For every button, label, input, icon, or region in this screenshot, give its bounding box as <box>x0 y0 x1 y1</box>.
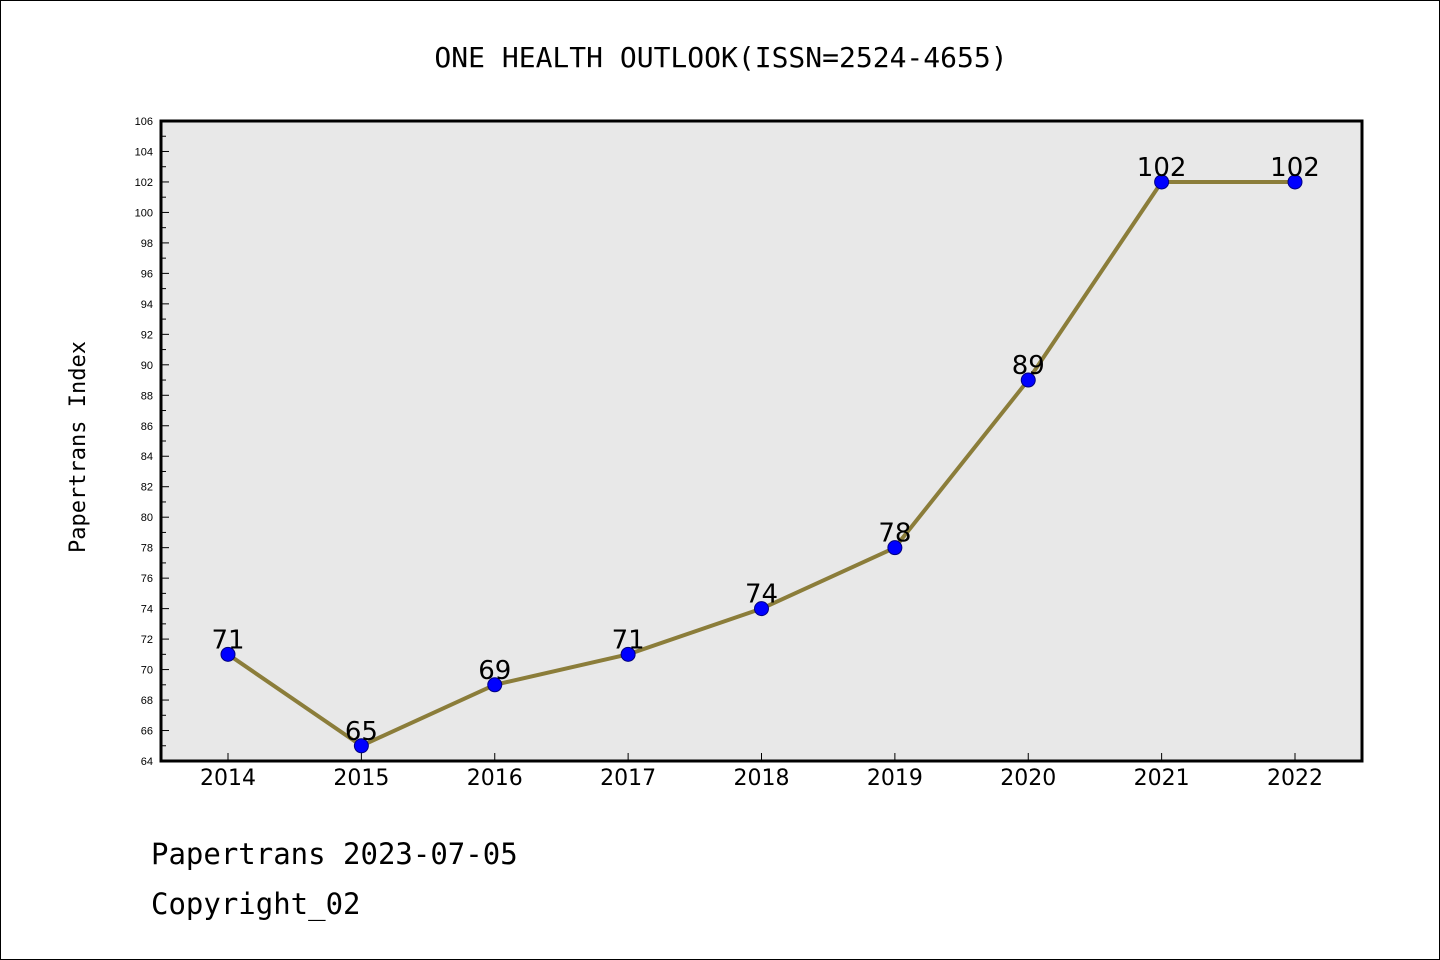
y-axis-ticks: 64 66 68 70 72 74 76 78 80 82 84 86 88 90 92 94 96 98 100 1… <box>135 116 169 768</box>
y-tick-label: 76 <box>141 573 153 585</box>
data-point <box>1020 372 1036 388</box>
y-tick-label: 98 <box>141 238 153 250</box>
data-label: 74 <box>745 580 778 610</box>
data-labels: 71 65 69 71 74 78 89 102 102 <box>211 153 1319 747</box>
plot-area <box>159 119 1364 763</box>
y-tick-label: 106 <box>135 116 153 128</box>
y-tick-label: 96 <box>141 268 153 280</box>
data-point <box>620 646 636 662</box>
x-tick-label: 2022 <box>1267 766 1323 791</box>
data-label: 102 <box>1137 153 1187 183</box>
y-tick-label: 104 <box>135 146 153 158</box>
footer-date-text: Papertrans 2023-07-05 <box>151 837 518 871</box>
y-tick-label: 72 <box>141 634 153 646</box>
y-tick-label: 80 <box>141 512 153 524</box>
x-axis-ticks: 2014 2015 2016 2017 2018 2019 2020 2021 2022 <box>200 753 1323 791</box>
y-axis-label: Papertrans Index <box>66 341 91 553</box>
data-label: 78 <box>878 519 911 549</box>
y-tick-label: 86 <box>141 421 153 433</box>
y-tick-label: 74 <box>141 604 153 616</box>
data-label: 102 <box>1270 153 1320 183</box>
y-tick-label: 68 <box>141 695 153 707</box>
data-label: 65 <box>345 717 378 747</box>
chart-title: ONE HEALTH OUTLOOK(ISSN=2524-4655) <box>434 41 1007 74</box>
y-tick-label: 100 <box>135 207 153 219</box>
data-point <box>353 738 369 754</box>
y-tick-label: 82 <box>141 482 153 494</box>
y-tick-label: 102 <box>135 177 153 189</box>
y-tick-label: 78 <box>141 543 153 555</box>
data-label: 71 <box>612 625 645 655</box>
y-tick-label: 88 <box>141 390 153 402</box>
y-tick-label: 90 <box>141 360 153 372</box>
x-tick-label: 2017 <box>600 766 656 791</box>
data-point <box>487 677 503 693</box>
x-tick-label: 2021 <box>1134 766 1190 791</box>
y-tick-label: 84 <box>141 451 153 463</box>
x-tick-label: 2014 <box>200 766 256 791</box>
data-markers <box>220 174 1303 754</box>
x-tick-label: 2020 <box>1000 766 1056 791</box>
y-tick-label: 64 <box>141 756 153 768</box>
data-point <box>887 540 903 556</box>
data-label: 69 <box>478 656 511 686</box>
y-tick-label: 70 <box>141 665 153 677</box>
y-tick-label: 94 <box>141 299 153 311</box>
y-tick-label: 66 <box>141 726 153 738</box>
data-point <box>220 646 236 662</box>
data-label: 71 <box>211 625 244 655</box>
data-point <box>754 601 769 617</box>
data-label: 89 <box>1012 351 1045 381</box>
x-tick-label: 2019 <box>867 766 923 791</box>
y-tick-label: 92 <box>141 329 153 341</box>
footer-copyright-text: Copyright_02 <box>151 887 361 921</box>
data-point <box>1154 174 1170 190</box>
x-tick-label: 2018 <box>734 766 790 791</box>
data-point <box>1287 174 1303 190</box>
x-tick-label: 2015 <box>333 766 389 791</box>
x-tick-label: 2016 <box>467 766 523 791</box>
